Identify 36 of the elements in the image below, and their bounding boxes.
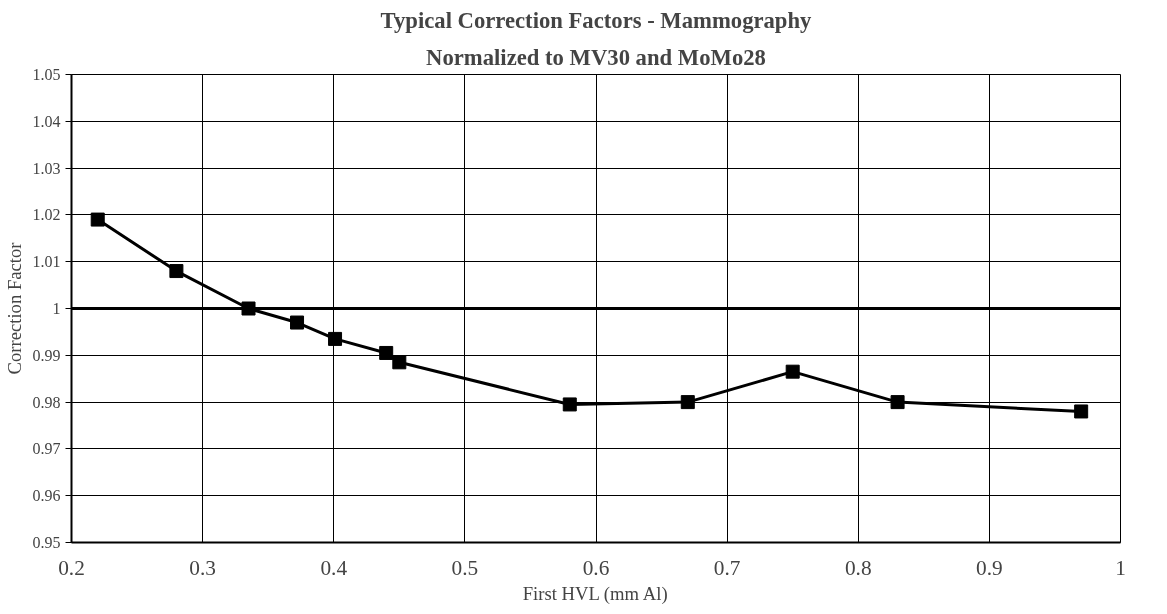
y-tick-label: 0.99 [32, 346, 61, 364]
y-tick-label: 1 [52, 300, 61, 317]
x-tick-label: 0.7 [713, 555, 741, 580]
chart-title: Typical Correction Factors - Mammography [380, 7, 813, 33]
y-tick-label: 0.96 [32, 487, 61, 505]
point [680, 395, 695, 410]
x-tick-label: 0.9 [976, 555, 1003, 580]
y-tick-label: 1.02 [32, 206, 61, 224]
point [328, 331, 343, 346]
y-axis-title: Correction Factor [3, 241, 25, 375]
point [241, 301, 256, 316]
x-tick-label: 0.4 [320, 555, 348, 580]
y-tick-label: 0.95 [32, 534, 61, 551]
y-tick-label: 1.01 [32, 253, 61, 271]
y-tick-label: 1.03 [32, 159, 61, 177]
point [379, 345, 394, 360]
point [562, 397, 577, 412]
y-tick-label: 0.97 [32, 440, 61, 458]
point [392, 355, 407, 370]
point [890, 395, 905, 410]
point [90, 212, 105, 227]
x-tick-label: 0.6 [582, 555, 610, 580]
chart-subtitle: Normalized to MV30 and MoMo28 [426, 44, 766, 70]
x-tick-label: 0.2 [58, 555, 85, 580]
x-tick-label: 0.5 [451, 555, 479, 580]
x-tick-label: 0.3 [189, 555, 216, 580]
x-axis-title: First HVL (mm Al) [522, 582, 668, 605]
point [290, 315, 305, 330]
x-tick-label: 0.8 [844, 555, 872, 580]
point [169, 264, 184, 279]
x-tick-label: 1 [1115, 555, 1126, 580]
y-tick-label: 1.05 [32, 66, 61, 83]
point [1074, 404, 1089, 419]
y-tick-label: 0.98 [32, 393, 61, 411]
y-tick-label: 1.04 [32, 112, 61, 130]
point [785, 364, 800, 379]
